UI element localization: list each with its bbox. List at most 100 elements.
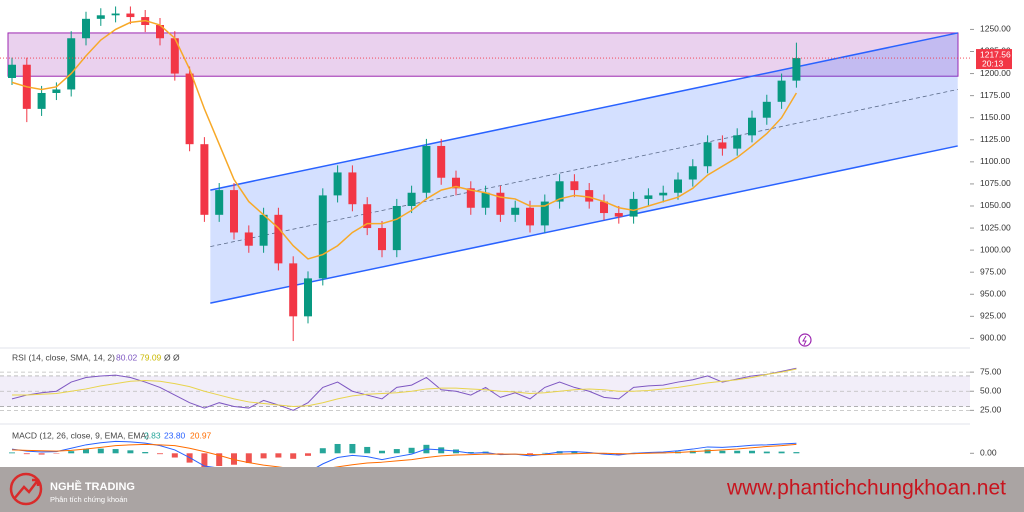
y-tick-label: 75.00 bbox=[980, 366, 1002, 376]
moving-average bbox=[11, 19, 798, 260]
candle-body bbox=[600, 201, 608, 214]
macd-histogram-bar bbox=[408, 447, 415, 454]
macd-pane: 0.00 bbox=[9, 440, 997, 475]
macd-histogram-bar bbox=[171, 453, 178, 458]
candle-body bbox=[748, 117, 756, 136]
candle-body bbox=[304, 278, 312, 317]
candle-body bbox=[466, 188, 475, 208]
macd-histogram-bar bbox=[749, 450, 755, 454]
y-tick-label: 1000.00 bbox=[980, 244, 1011, 254]
last-price-label: 1217.56 bbox=[980, 49, 1011, 59]
macd-histogram-bar bbox=[216, 453, 223, 466]
macd-histogram-bar bbox=[364, 446, 371, 454]
channel-mid bbox=[210, 89, 958, 247]
y-tick-label: 25.00 bbox=[980, 405, 1002, 415]
candle-body bbox=[52, 89, 61, 93]
macd-histogram-bar bbox=[379, 450, 385, 454]
macd-histogram-bar bbox=[201, 453, 208, 468]
candle-body bbox=[348, 172, 357, 205]
macd-signal-value: 20.97 bbox=[190, 430, 212, 440]
candle-body bbox=[333, 172, 342, 196]
y-tick-label: 50.00 bbox=[980, 385, 1002, 395]
y-tick-label: 1150.00 bbox=[980, 112, 1010, 122]
candle-body bbox=[392, 205, 401, 251]
y-tick-label: 1125.00 bbox=[980, 134, 1010, 144]
y-tick-label: 1025.00 bbox=[980, 222, 1011, 232]
macd-value: 23.80 bbox=[164, 430, 186, 440]
y-tick-label: 1250.00 bbox=[980, 24, 1011, 34]
candle-body bbox=[792, 58, 801, 81]
macd-histogram-bar bbox=[38, 453, 45, 455]
candle-body bbox=[363, 204, 372, 229]
candle-body bbox=[526, 207, 534, 226]
channel-upper bbox=[210, 32, 958, 191]
candle-body bbox=[215, 190, 224, 215]
candle-body bbox=[555, 181, 564, 202]
macd-line bbox=[11, 440, 797, 475]
candle-body bbox=[703, 142, 712, 167]
y-tick-label: 925.00 bbox=[980, 311, 1006, 321]
footer-band bbox=[0, 467, 1024, 512]
macd-histogram-bar bbox=[719, 450, 726, 454]
candle-body bbox=[422, 145, 431, 193]
rsi-line bbox=[12, 368, 797, 408]
macd-hist-value: 2.83 bbox=[144, 430, 161, 440]
candle-body bbox=[511, 207, 520, 215]
rsi-line bbox=[11, 367, 797, 411]
candle-body bbox=[378, 228, 386, 251]
candle-body bbox=[629, 198, 638, 217]
alert-bolt bbox=[802, 335, 807, 346]
y-tick-label: 950.00 bbox=[980, 289, 1006, 299]
y-tick-label: 975.00 bbox=[980, 266, 1006, 276]
candle-body bbox=[718, 142, 727, 149]
macd-histogram-bar bbox=[112, 449, 119, 454]
website[interactable]: www.phantichchungkhoan.net bbox=[726, 477, 1006, 500]
macd-histogram-bar bbox=[763, 451, 770, 454]
rsi-sma-value: 79.09 bbox=[140, 352, 162, 362]
channel-lower bbox=[210, 145, 958, 304]
macd-histogram-bar bbox=[83, 449, 89, 454]
macd-histogram-bar bbox=[571, 451, 578, 454]
y-tick-label: 1050.00 bbox=[980, 200, 1011, 210]
brand: NGHỀ TRADING bbox=[50, 480, 135, 493]
macd-histogram-bar bbox=[231, 453, 237, 465]
candle-body bbox=[8, 64, 16, 78]
macd-histogram-bar bbox=[275, 453, 282, 458]
macd-histogram-bar bbox=[245, 453, 252, 464]
candle-body bbox=[111, 13, 120, 16]
macd-histogram-bar bbox=[467, 452, 474, 454]
macd-histogram-bar bbox=[23, 453, 30, 455]
alert-icon[interactable] bbox=[798, 333, 812, 347]
candle-body bbox=[570, 181, 579, 191]
candle-body bbox=[126, 13, 135, 18]
macd-histogram-bar bbox=[68, 451, 75, 454]
logo-ring bbox=[9, 472, 43, 506]
macd-histogram-bar bbox=[142, 452, 149, 454]
macd-histogram-bar bbox=[334, 443, 341, 454]
candle-body bbox=[585, 190, 594, 202]
macd-histogram-bar bbox=[319, 448, 326, 454]
candle-body bbox=[644, 195, 653, 199]
macd-histogram-bar bbox=[393, 449, 400, 454]
logo-arrow bbox=[13, 478, 40, 500]
candle-body bbox=[777, 80, 786, 102]
macd-histogram-bar bbox=[349, 443, 356, 454]
y-tick-label: 1175.00 bbox=[980, 90, 1010, 100]
rsi-title: RSI (14, close, SMA, 14, 2) bbox=[12, 352, 115, 362]
macd-histogram-bar bbox=[793, 452, 800, 454]
y-tick-label: 1075.00 bbox=[980, 178, 1011, 188]
macd-histogram-bar bbox=[97, 448, 104, 454]
tagline: Phân tích chứng khoán bbox=[50, 495, 128, 504]
y-tick-label: 900.00 bbox=[980, 333, 1006, 343]
macd-histogram-bar bbox=[290, 453, 297, 459]
candle-body bbox=[733, 135, 742, 149]
candle-body bbox=[259, 214, 268, 246]
candle-body bbox=[688, 166, 697, 180]
y-tick-label: 1100.00 bbox=[980, 156, 1010, 166]
price-pane: 900.00 925.00 950.00 975.00 1000.00 1025.00 10… bbox=[0, 6, 1012, 343]
footer: NGHỀ TRADING Phân tích chứng khoán www.p… bbox=[0, 467, 1024, 512]
candle-body bbox=[762, 101, 771, 118]
